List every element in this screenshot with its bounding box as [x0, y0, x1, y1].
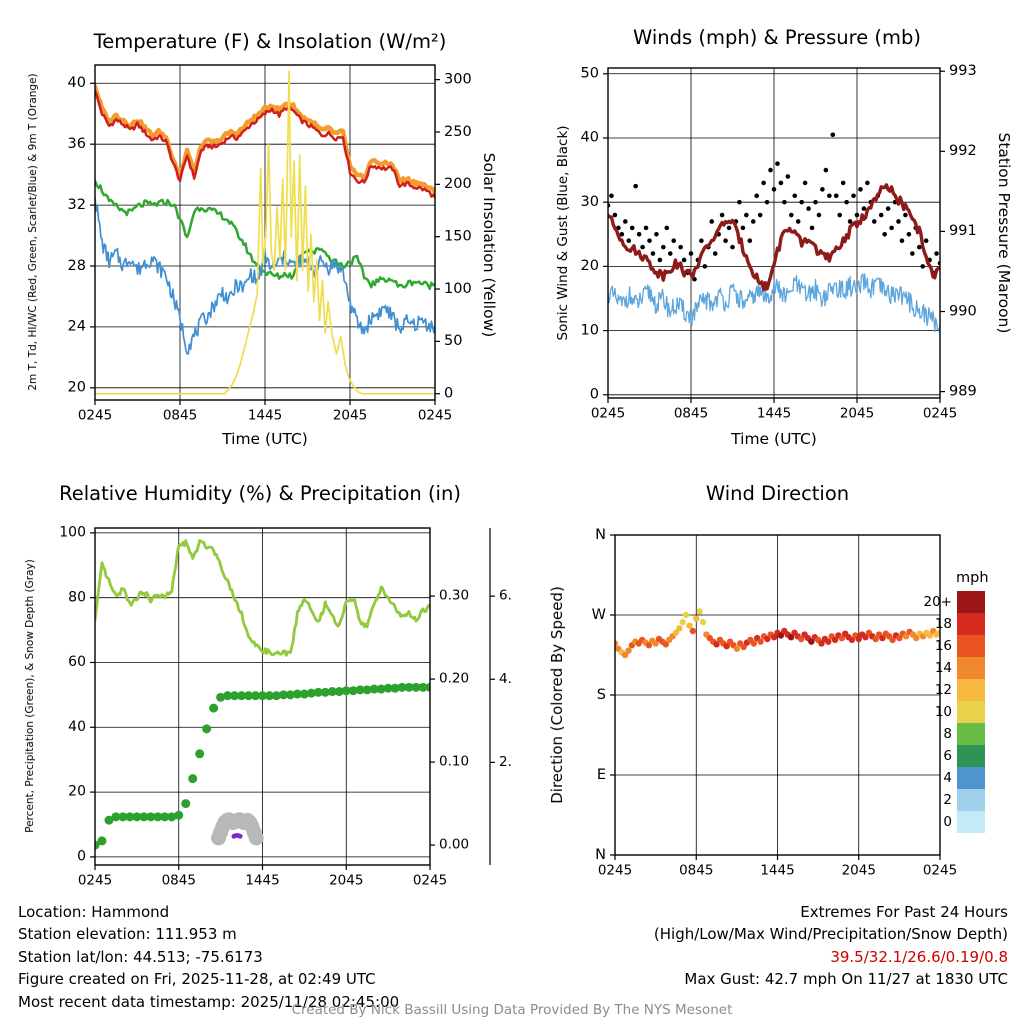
legend-entry-label: 2 [943, 792, 952, 808]
legend-title: mph [956, 570, 989, 586]
temperature-insolation-chart [0, 0, 512, 470]
legend-color-swatch [957, 613, 985, 635]
legend-color-swatch [957, 789, 985, 811]
humidity-chart-title: Relative Humidity (%) & Precipitation (i… [59, 482, 461, 505]
wind-direction-chart [512, 470, 1024, 900]
humidity-left-axis-label: Percent, Precipitation (Green), & Snow D… [24, 559, 36, 833]
legend-color-swatch [957, 657, 985, 679]
legend-entry-label: 8 [943, 726, 952, 742]
station-info: Location: Hammond Station elevation: 111… [18, 901, 399, 1013]
data-timestamp: Most recent data timestamp: 2025/11/28 0… [18, 992, 400, 1011]
pressure-right-axis-label: Station Pressure (Maroon) [995, 132, 1013, 334]
legend-entry-label: 10 [934, 704, 952, 720]
legend-entry: 4 [908, 767, 996, 789]
extremes-heading: Extremes For Past 24 Hours [800, 903, 1008, 921]
legend-entry-label: 12 [934, 682, 952, 698]
temperature-x-axis-label: Time (UTC) [222, 430, 308, 448]
wind-speed-legend: mph 20+ 18 16 14 12 10 8 6 4 2 0 [908, 570, 996, 833]
legend-entry: 20+ [908, 591, 996, 613]
legend-color-swatch [957, 745, 985, 767]
station-location: Location: Hammond [18, 903, 170, 921]
legend-entry: 0 [908, 811, 996, 833]
legend-entry-label: 0 [943, 814, 952, 830]
humidity-precip-chart [0, 470, 512, 900]
legend-color-swatch [957, 591, 985, 613]
extremes-subheading: (High/Low/Max Wind/Precipitation/Snow De… [653, 925, 1008, 944]
legend-entry-label: 14 [934, 660, 952, 676]
legend-entry-label: 20+ [923, 594, 953, 610]
wind-direction-panel: Wind Direction Direction (Colored By Spe… [512, 470, 1024, 900]
legend-entry: 18 [908, 613, 996, 635]
temperature-insolation-panel: Temperature (F) & Insolation (W/m²) 2m T… [0, 0, 512, 470]
legend-color-swatch [957, 701, 985, 723]
legend-entry-label: 6 [943, 748, 952, 764]
legend-entry-label: 16 [934, 638, 952, 654]
legend-color-swatch [957, 723, 985, 745]
legend-entry: 16 [908, 635, 996, 657]
extremes-values: 39.5/32.1/26.6/0.19/0.8 [830, 947, 1008, 966]
legend-entry: 6 [908, 745, 996, 767]
legend-entry: 2 [908, 789, 996, 811]
legend-entries: 20+ 18 16 14 12 10 8 6 4 2 0 [908, 591, 996, 833]
legend-entry: 12 [908, 679, 996, 701]
temperature-left-axis-label: 2m T, Td, HI/WC (Red, Green, Scarlet/Blu… [27, 73, 39, 391]
legend-entry: 14 [908, 657, 996, 679]
credit-line: Created By Nick Bassill Using Data Provi… [291, 1002, 733, 1018]
extremes-info: Extremes For Past 24 Hours (High/Low/Max… [654, 901, 1008, 991]
max-gust: Max Gust: 42.7 mph On 11/27 at 1830 UTC [684, 970, 1008, 989]
station-elevation: Station elevation: 111.953 m [18, 925, 237, 944]
winds-pressure-panel: Winds (mph) & Pressure (mb) Sonic Wind &… [512, 0, 1024, 470]
station-latlon: Station lat/lon: 44.513; -75.6173 [18, 947, 263, 966]
winds-x-axis-label: Time (UTC) [731, 430, 817, 448]
direction-left-axis-label: Direction (Colored By Speed) [548, 586, 566, 804]
legend-color-swatch [957, 679, 985, 701]
winds-chart-title: Winds (mph) & Pressure (mb) [633, 26, 921, 49]
winds-pressure-chart [512, 0, 1024, 470]
wind-left-axis-label: Sonic Wind & Gust (Blue, Black) [555, 125, 571, 341]
figure-created: Figure created on Fri, 2025-11-28, at 02… [18, 970, 376, 989]
temperature-chart-title: Temperature (F) & Insolation (W/m²) [93, 30, 447, 53]
legend-entry: 10 [908, 701, 996, 723]
legend-color-swatch [957, 811, 985, 833]
legend-entry: 8 [908, 723, 996, 745]
wind-direction-title: Wind Direction [705, 482, 850, 505]
humidity-precip-panel: Relative Humidity (%) & Precipitation (i… [0, 470, 512, 900]
legend-entry-label: 4 [943, 770, 952, 786]
legend-color-swatch [957, 767, 985, 789]
legend-entry-label: 18 [934, 616, 952, 632]
legend-color-swatch [957, 635, 985, 657]
insolation-right-axis-label: Solar Insolation (Yellow) [480, 152, 498, 338]
